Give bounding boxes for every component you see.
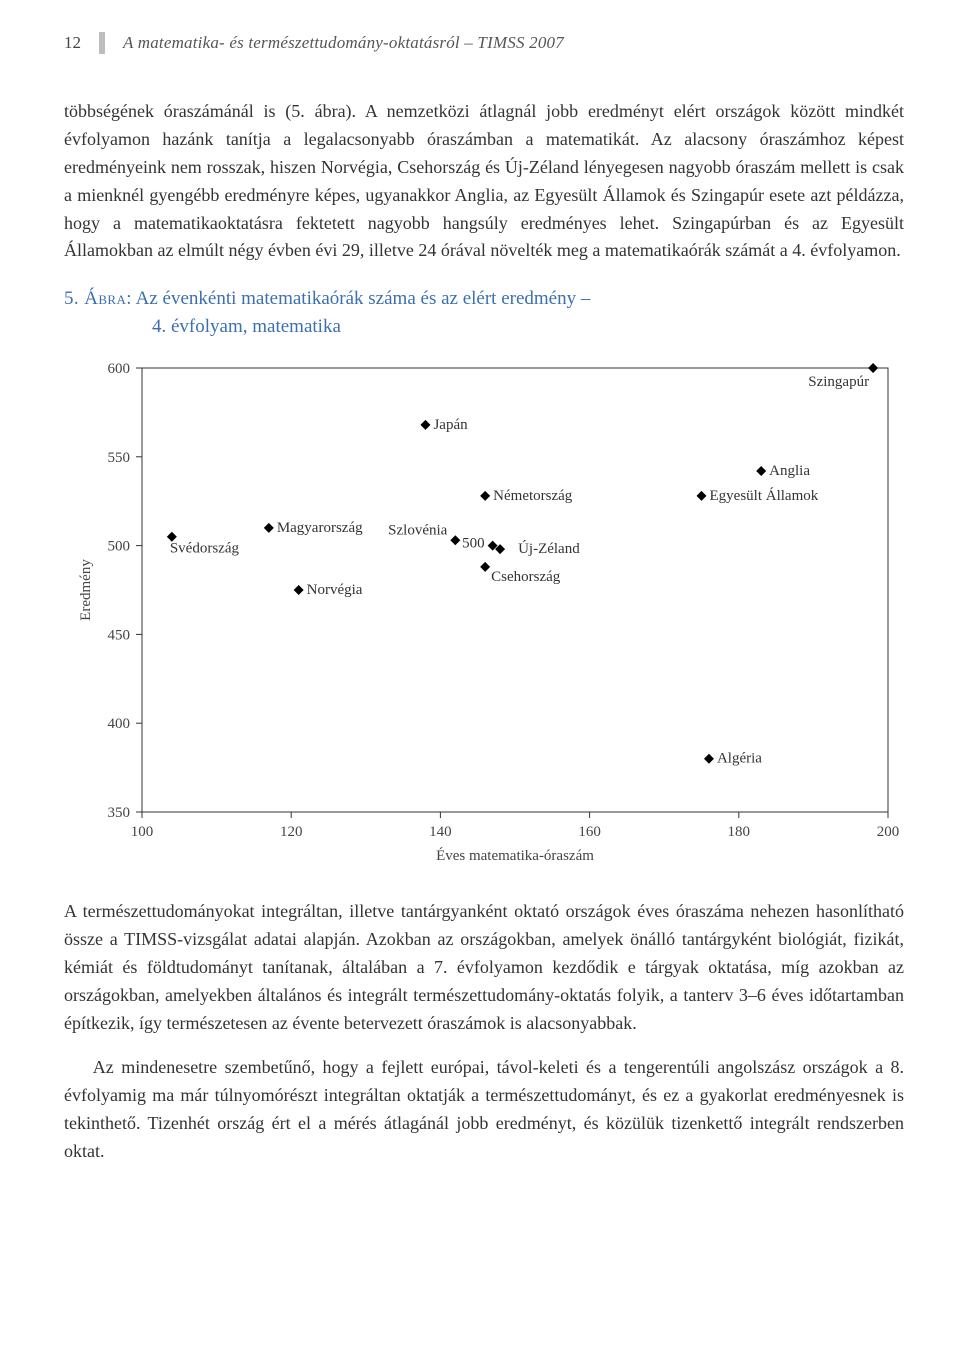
data-label: Svédország: [170, 541, 240, 557]
plot-frame: [142, 368, 888, 812]
data-label: Magyarország: [277, 520, 363, 536]
page: 12 A matematika- és természettudomány-ok…: [0, 0, 960, 1241]
data-label: Csehország: [491, 569, 561, 585]
extra-500-label: 500: [462, 536, 485, 552]
y-axis-label: Eredmény: [78, 559, 94, 621]
data-label: Algéria: [717, 751, 762, 767]
figure-title-line1: Az évenkénti matematikaórák száma és az …: [136, 288, 591, 309]
y-tick-label: 450: [108, 628, 131, 644]
figure-caption: 5. Ábra: Az évenkénti matematikaórák szá…: [64, 285, 904, 340]
data-label: Egyesült Államok: [710, 487, 819, 504]
y-tick-label: 350: [108, 805, 131, 821]
x-tick-label: 140: [429, 824, 452, 840]
data-label: Norvégia: [307, 582, 363, 598]
paragraph-1: többségének óraszámánál is (5. ábra). A …: [64, 98, 904, 265]
header-divider: [99, 32, 105, 54]
x-axis-label: Éves matematika-óraszám: [436, 847, 594, 864]
paragraph-3: Az mindenesetre szembetűnő, hogy a fejle…: [64, 1054, 904, 1166]
x-tick-label: 180: [728, 824, 751, 840]
running-title: A matematika- és természettudomány-oktat…: [123, 33, 564, 53]
scatter-chart: 350 400 450 500 550 600 100 120 140 160 180 200 Éves…: [64, 354, 904, 874]
x-tick-label: 120: [280, 824, 303, 840]
x-tick-label: 160: [578, 824, 601, 840]
x-tick-label: 100: [131, 824, 154, 840]
data-label: Szingapúr: [808, 374, 869, 390]
data-label: Japán: [433, 417, 468, 433]
figure-number: 5. Ábra:: [64, 288, 132, 309]
y-tick-label: 550: [108, 450, 131, 466]
chart-svg: 350 400 450 500 550 600 100 120 140 160 180 200 Éves…: [64, 354, 914, 874]
running-head: 12 A matematika- és természettudomány-ok…: [64, 32, 904, 54]
data-label: Szlovénia: [388, 523, 447, 539]
paragraph-2: A természettudományokat integráltan, ill…: [64, 898, 904, 1037]
data-label: Új-Zéland: [518, 541, 580, 558]
page-number: 12: [64, 33, 81, 53]
data-label: Anglia: [769, 463, 810, 479]
figure-title-line2: 4. évfolyam, matematika: [64, 313, 904, 341]
y-tick-label: 500: [108, 539, 131, 555]
y-tick-label: 400: [108, 717, 131, 733]
y-tick-label: 600: [108, 361, 131, 377]
x-tick-label: 200: [877, 824, 900, 840]
data-label: Németország: [493, 488, 573, 504]
